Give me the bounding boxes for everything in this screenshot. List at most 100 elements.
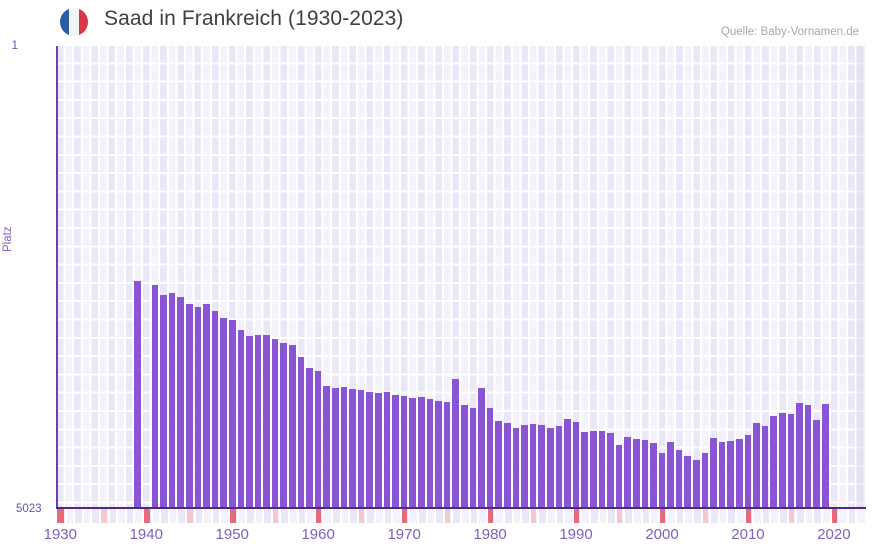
tick-separator bbox=[778, 509, 781, 523]
tick-separator bbox=[124, 509, 127, 523]
x-axis-label-1980: 1980 bbox=[473, 526, 507, 543]
tick-separator bbox=[838, 509, 841, 523]
tick-separator bbox=[554, 509, 557, 523]
tick-marker-1930 bbox=[57, 509, 64, 523]
source-attribution: Quelle: Baby-Vornamen.de bbox=[720, 26, 859, 38]
tick-separator bbox=[245, 509, 248, 523]
tick-marker-light-1985 bbox=[529, 509, 537, 523]
tick-separator bbox=[528, 509, 531, 523]
bar-2019 bbox=[822, 403, 829, 508]
bar-1964 bbox=[349, 389, 356, 508]
tick-marker-light-1955 bbox=[271, 509, 279, 523]
tick-separator bbox=[184, 509, 187, 523]
bar-1995 bbox=[615, 444, 623, 508]
tick-separator bbox=[288, 509, 291, 523]
bar-1956 bbox=[280, 342, 288, 508]
bar-2017 bbox=[804, 404, 812, 508]
bar-1968 bbox=[383, 392, 391, 508]
tick-separator bbox=[743, 509, 746, 523]
tick-separator bbox=[133, 509, 136, 523]
x-axis-label-2020: 2020 bbox=[817, 526, 851, 543]
x-axis-label-2010: 2010 bbox=[731, 526, 765, 543]
tick-separator bbox=[477, 509, 480, 523]
tick-separator bbox=[116, 509, 119, 523]
tick-marker-light-1965 bbox=[357, 509, 365, 523]
tick-marker-1960 bbox=[314, 509, 322, 523]
bar-1975 bbox=[443, 402, 451, 508]
tick-separator bbox=[408, 509, 411, 523]
tick-separator bbox=[107, 509, 110, 523]
tick-separator bbox=[391, 509, 394, 523]
tick-separator bbox=[597, 509, 600, 523]
tick-separator bbox=[434, 509, 437, 523]
tick-separator bbox=[752, 509, 755, 523]
bar-1961 bbox=[323, 385, 331, 508]
tick-separator bbox=[313, 509, 316, 523]
tick-marker-1940 bbox=[142, 509, 150, 523]
bar-1953 bbox=[254, 334, 262, 508]
x-axis-label-1930: 1930 bbox=[43, 526, 77, 543]
x-axis-label-1950: 1950 bbox=[215, 526, 249, 543]
bar-2013 bbox=[770, 415, 778, 508]
bar-2006 bbox=[710, 437, 717, 508]
bar-1967 bbox=[375, 393, 382, 508]
tick-marker-light-2005 bbox=[701, 509, 709, 523]
bar-1997 bbox=[632, 438, 640, 508]
x-axis-label-1960: 1960 bbox=[301, 526, 335, 543]
tick-separator bbox=[262, 509, 265, 523]
tick-separator bbox=[735, 509, 738, 523]
tick-separator bbox=[502, 509, 505, 523]
tick-separator bbox=[451, 509, 454, 523]
tick-separator bbox=[348, 509, 351, 523]
tick-separator bbox=[640, 509, 643, 523]
bar-2010 bbox=[744, 434, 752, 508]
bar-1962 bbox=[332, 387, 339, 508]
tick-separator bbox=[460, 509, 462, 523]
bar-1999 bbox=[650, 443, 657, 508]
bar-1954 bbox=[263, 335, 270, 508]
bar-1980 bbox=[486, 408, 494, 508]
bar-1977 bbox=[461, 404, 468, 508]
bar-1943 bbox=[168, 292, 176, 508]
tick-separator bbox=[786, 509, 789, 523]
x-axis-line bbox=[56, 507, 866, 509]
bar-2003 bbox=[684, 456, 692, 508]
tick-separator bbox=[305, 509, 308, 523]
bar-2007 bbox=[718, 441, 726, 508]
tick-separator bbox=[279, 509, 282, 523]
bar-1993 bbox=[598, 431, 606, 508]
tick-separator bbox=[588, 509, 591, 523]
x-axis-label-1940: 1940 bbox=[129, 526, 163, 543]
x-axis-label-1990: 1990 bbox=[559, 526, 593, 543]
tick-separator bbox=[795, 509, 798, 523]
bar-1969 bbox=[392, 394, 399, 508]
bar-2014 bbox=[779, 412, 786, 508]
tick-separator bbox=[193, 509, 196, 523]
bar-1989 bbox=[564, 419, 571, 508]
tick-separator bbox=[382, 509, 385, 523]
bar-1986 bbox=[538, 424, 545, 508]
tick-separator bbox=[253, 509, 256, 523]
bar-2000 bbox=[658, 452, 666, 508]
tick-separator bbox=[571, 509, 574, 523]
bar-2008 bbox=[727, 440, 735, 508]
tick-separator bbox=[442, 509, 445, 523]
tick-marker-1950 bbox=[228, 509, 236, 523]
bar-1991 bbox=[581, 431, 588, 508]
bar-1942 bbox=[160, 294, 167, 508]
tick-marker-1980 bbox=[486, 509, 494, 523]
tick-separator bbox=[485, 509, 488, 523]
bar-1949 bbox=[220, 317, 227, 508]
tick-marker-light-1975 bbox=[443, 509, 451, 523]
tick-separator bbox=[236, 509, 239, 523]
tick-separator bbox=[623, 509, 626, 523]
tick-separator bbox=[537, 509, 540, 523]
bar-1978 bbox=[469, 407, 477, 508]
tick-marker-light-1995 bbox=[615, 509, 623, 523]
bar-1963 bbox=[340, 386, 348, 508]
tick-separator bbox=[356, 509, 359, 523]
bar-1941 bbox=[151, 284, 159, 508]
tick-separator bbox=[717, 509, 720, 523]
france-flag-icon bbox=[60, 8, 88, 36]
bar-1960 bbox=[314, 370, 322, 508]
